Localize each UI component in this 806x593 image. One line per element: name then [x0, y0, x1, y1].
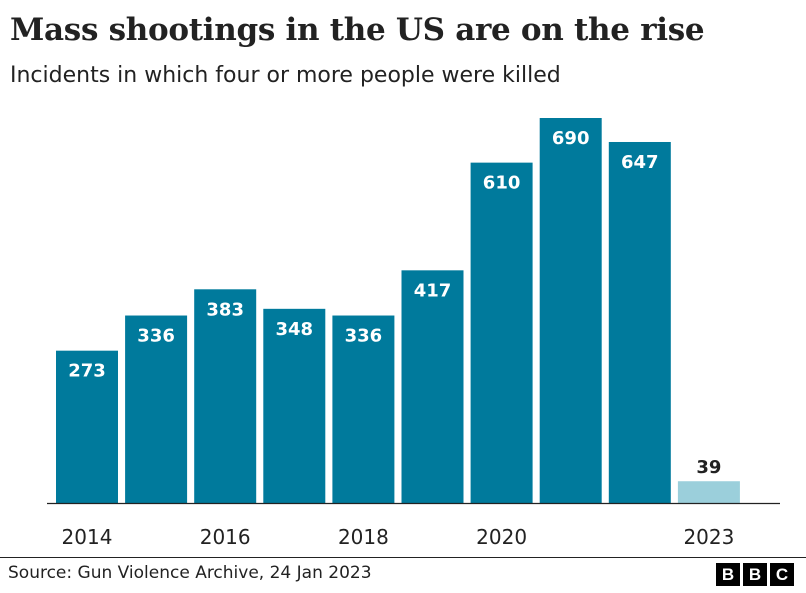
bar: [470, 162, 533, 503]
bar: [332, 315, 395, 503]
data-label: 647: [621, 152, 659, 173]
source-note: Source: Gun Violence Archive, 24 Jan 202…: [8, 563, 372, 583]
bar: [56, 350, 118, 503]
footer-divider: [0, 557, 806, 558]
x-tick-label: 2014: [62, 525, 113, 549]
chart-title: Mass shootings in the US are on the rise: [10, 12, 705, 48]
bar: [125, 315, 188, 503]
x-tick-label: 2023: [683, 525, 734, 549]
x-tick-label: 2016: [200, 525, 251, 549]
bbc-logo: B B C: [716, 563, 794, 586]
data-label: 39: [696, 457, 721, 478]
data-label: 417: [414, 280, 452, 301]
bbc-logo-block: C: [770, 563, 794, 586]
data-label: 348: [276, 319, 314, 340]
bar: [539, 118, 602, 503]
data-label: 336: [345, 326, 383, 347]
bbc-logo-block: B: [743, 563, 767, 586]
bar: [401, 270, 464, 503]
bar: [677, 481, 740, 503]
bar: [263, 308, 326, 503]
chart-subtitle: Incidents in which four or more people w…: [10, 63, 561, 88]
bar: [608, 141, 671, 504]
bbc-logo-block: B: [716, 563, 740, 586]
data-label: 383: [206, 299, 244, 320]
bar: [194, 289, 257, 503]
data-label: 690: [552, 128, 590, 149]
data-label: 273: [68, 361, 106, 382]
data-label: 610: [483, 173, 521, 194]
bar-chart: 273 2014 336 383 2016 348 336 2018 417 610 2020 690…: [47, 118, 780, 549]
x-tick-label: 2020: [476, 525, 527, 549]
x-tick-label: 2018: [338, 525, 389, 549]
data-label: 336: [137, 326, 175, 347]
